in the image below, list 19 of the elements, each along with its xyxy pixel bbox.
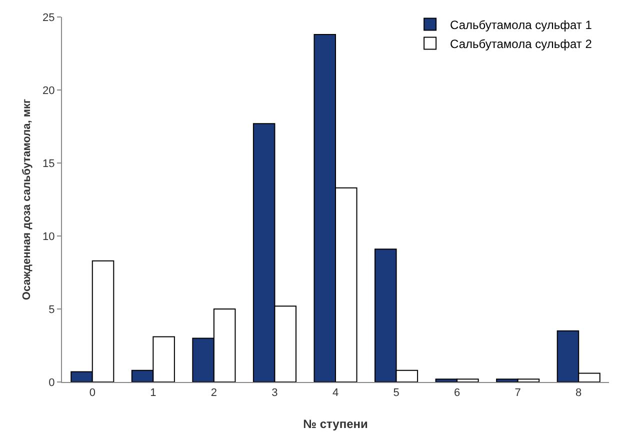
x-tick-label: 6 [454, 387, 460, 400]
x-tick-label: 1 [150, 387, 156, 400]
y-tick-label: 0 [48, 376, 55, 389]
y-tick-label: 15 [42, 158, 55, 170]
y-tick-label: 10 [42, 230, 55, 243]
y-tick-label: 25 [42, 12, 55, 24]
legend-label: Сальбутамола сульфат 1 [450, 18, 592, 32]
x-tick-label: 0 [89, 387, 96, 400]
y-axis-title: Осажденная доза сальбутамола, мкг [21, 98, 33, 300]
x-tick-label: 2 [210, 387, 218, 400]
x-tick-label: 7 [514, 387, 521, 400]
x-tick-label: 3 [272, 387, 278, 400]
y-tick-label: 5 [48, 304, 55, 316]
x-tick-label: 8 [576, 387, 582, 400]
y-tick-label: 20 [42, 84, 55, 97]
legend-label: Сальбутамола сульфат 2 [450, 36, 592, 51]
x-tick-label: 5 [393, 387, 400, 400]
x-tick-label: 4 [332, 387, 339, 400]
x-axis-title: № ступени [303, 417, 368, 431]
